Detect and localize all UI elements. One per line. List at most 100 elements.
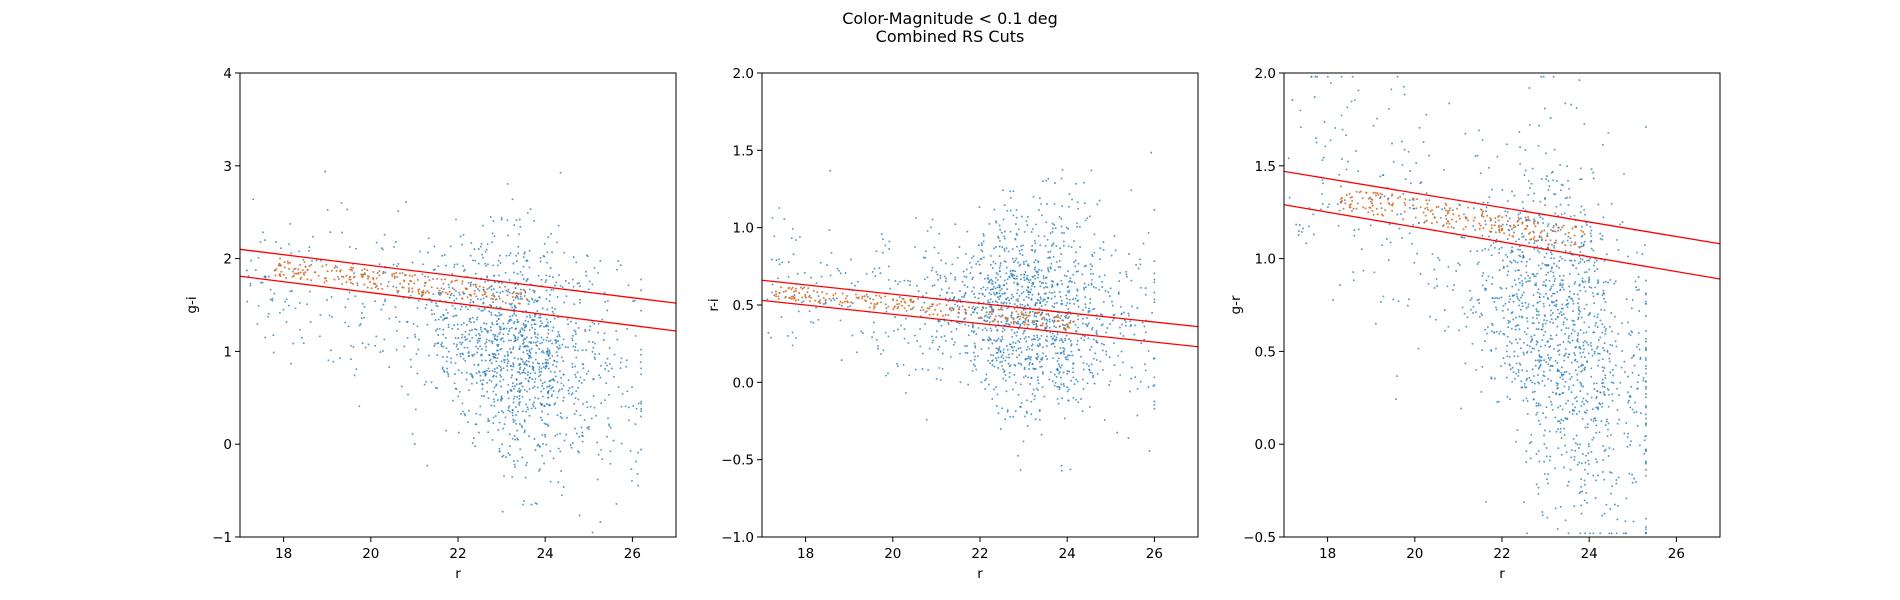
red-sequence-point	[795, 289, 797, 292]
data-point	[1033, 261, 1036, 264]
data-point	[541, 454, 544, 457]
data-point	[1628, 395, 1631, 398]
data-point	[1077, 270, 1080, 273]
data-point	[493, 274, 496, 277]
data-point	[416, 372, 419, 375]
data-point	[1046, 300, 1048, 303]
data-point	[1139, 263, 1142, 266]
data-point	[1527, 280, 1530, 283]
data-point	[1079, 246, 1082, 248]
data-point	[1531, 339, 1533, 342]
red-sequence-point	[1015, 310, 1018, 313]
data-point	[1544, 330, 1547, 333]
red-sequence-point	[473, 292, 476, 295]
data-point	[1122, 335, 1125, 337]
red-sequence-point	[466, 296, 469, 299]
data-point	[1033, 395, 1036, 397]
data-point	[485, 264, 488, 267]
data-point	[1140, 286, 1142, 289]
data-point	[1582, 397, 1585, 400]
data-point	[492, 287, 495, 290]
data-point	[996, 278, 999, 281]
red-sequence-point	[824, 298, 827, 301]
data-point	[1517, 269, 1520, 272]
data-point	[607, 393, 610, 396]
data-point	[1392, 160, 1395, 163]
data-point	[944, 262, 947, 265]
data-point	[459, 355, 462, 358]
data-point	[533, 319, 536, 322]
data-point	[616, 268, 619, 271]
data-point	[1541, 379, 1544, 382]
data-point	[477, 248, 480, 250]
data-point	[1033, 251, 1036, 253]
data-point	[1548, 459, 1551, 462]
data-point	[985, 329, 988, 332]
data-point	[543, 255, 546, 258]
data-point	[529, 351, 532, 354]
data-point	[1040, 282, 1043, 284]
data-point	[1019, 323, 1022, 326]
data-point	[1575, 107, 1578, 110]
data-point	[367, 343, 370, 346]
data-point	[507, 333, 510, 336]
data-point	[1477, 261, 1480, 264]
data-point	[1484, 247, 1487, 250]
data-point	[1396, 213, 1399, 216]
data-point	[1022, 299, 1025, 301]
data-point	[1641, 253, 1644, 255]
data-point	[457, 337, 460, 340]
data-point	[1019, 468, 1022, 471]
data-point	[1579, 390, 1582, 393]
data-point	[1428, 154, 1431, 157]
data-point	[1626, 445, 1629, 448]
data-point	[267, 275, 270, 278]
data-point	[1040, 433, 1043, 436]
red-sequence-point	[381, 287, 384, 290]
data-point	[534, 358, 537, 361]
data-point	[556, 335, 559, 338]
data-point	[775, 259, 778, 262]
data-point	[998, 266, 1001, 269]
data-point	[1033, 239, 1036, 242]
data-point	[1066, 297, 1068, 300]
data-point	[997, 273, 1000, 276]
data-point	[1544, 344, 1547, 347]
red-sequence-point	[991, 308, 993, 311]
data-point	[461, 333, 464, 336]
data-point	[1607, 428, 1609, 431]
data-point	[510, 339, 512, 342]
data-point	[1451, 209, 1454, 212]
data-point	[499, 380, 502, 383]
data-point	[1431, 252, 1434, 255]
data-point	[495, 339, 498, 342]
data-point	[1506, 355, 1509, 358]
data-point	[1021, 254, 1024, 257]
data-point	[1059, 295, 1062, 298]
data-point	[551, 329, 554, 332]
data-point	[616, 338, 619, 341]
data-point	[1538, 314, 1540, 316]
data-point	[1587, 445, 1590, 448]
data-point	[1389, 241, 1392, 244]
data-point	[1030, 284, 1033, 287]
data-point	[1048, 320, 1051, 323]
data-point	[1019, 362, 1022, 365]
data-point	[959, 290, 961, 293]
red-sequence-point	[1018, 318, 1021, 321]
red-sequence-point	[507, 288, 510, 291]
data-point	[1510, 342, 1513, 345]
data-point	[1584, 483, 1586, 486]
data-point	[1009, 302, 1011, 305]
data-point	[990, 306, 993, 309]
data-point	[1038, 360, 1041, 363]
data-point	[1023, 279, 1026, 282]
data-point	[558, 388, 561, 391]
data-point	[363, 316, 366, 319]
data-point	[1554, 277, 1557, 280]
data-point	[1535, 453, 1538, 455]
data-point	[1117, 291, 1120, 294]
data-point	[574, 373, 577, 376]
data-point	[536, 340, 539, 343]
data-point	[1593, 382, 1595, 385]
